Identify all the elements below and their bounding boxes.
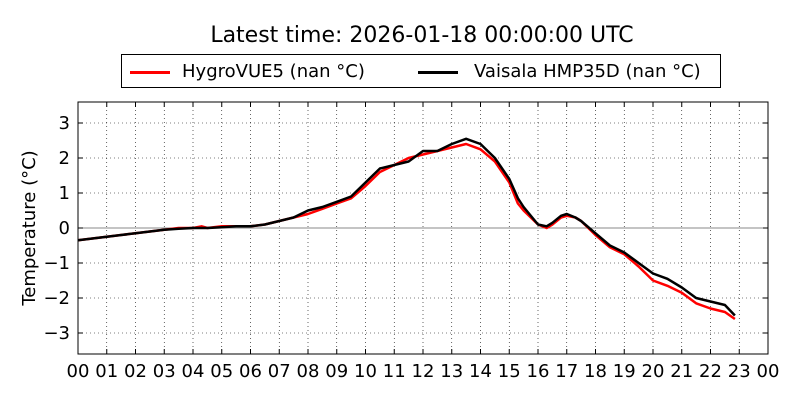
x-tick-label: 08 <box>297 361 320 382</box>
x-tick-label: 20 <box>642 361 665 382</box>
x-tick-label: 21 <box>670 361 693 382</box>
x-tick-label: 11 <box>383 361 406 382</box>
y-tick-label: 1 <box>59 183 70 204</box>
x-tick-label: 06 <box>239 361 262 382</box>
x-tick-label: 23 <box>728 361 751 382</box>
y-tick-label: 2 <box>59 148 70 169</box>
x-tick-label: 12 <box>412 361 435 382</box>
y-axis-label: Temperature (°C) <box>19 150 40 306</box>
x-tick-label: 01 <box>95 361 118 382</box>
series-line-0 <box>77 142 736 321</box>
y-tick-label: −3 <box>43 323 70 344</box>
legend-label-hmp35d: Vaisala HMP35D (nan °C) <box>474 61 701 82</box>
series-line-1 <box>77 137 736 317</box>
legend-label-hygrovue5: HygroVUE5 (nan °C) <box>182 61 365 82</box>
ticks: 00 01 02 03 04 05 06 07 08 09 10 11 12 13 14 15 16 17 18 19… <box>43 102 779 382</box>
x-tick-label: 00 <box>757 361 780 382</box>
legend: HygroVUE5 (nan °C) Vaisala HMP35D (nan °… <box>121 54 721 88</box>
x-tick-label: 19 <box>613 361 636 382</box>
x-tick-label: 17 <box>555 361 578 382</box>
legend-swatch-hygrovue5 <box>130 71 170 74</box>
x-tick-label: 13 <box>440 361 463 382</box>
x-tick-label: 02 <box>124 361 147 382</box>
series-lines <box>77 137 736 321</box>
x-tick-label: 18 <box>584 361 607 382</box>
x-tick-label: 03 <box>153 361 176 382</box>
x-tick-label: 10 <box>354 361 377 382</box>
y-tick-label: 3 <box>59 113 70 134</box>
x-tick-label: 22 <box>699 361 722 382</box>
x-tick-label: 14 <box>469 361 492 382</box>
chart-title: Latest time: 2026-01-18 00:00:00 UTC <box>210 23 633 48</box>
y-tick-label: −1 <box>43 253 70 274</box>
x-tick-label: 07 <box>268 361 291 382</box>
x-tick-label: 00 <box>67 361 90 382</box>
x-tick-label: 16 <box>527 361 550 382</box>
y-tick-label: 0 <box>59 218 70 239</box>
y-tick-label: −2 <box>43 288 70 309</box>
x-tick-label: 15 <box>498 361 521 382</box>
x-tick-label: 05 <box>210 361 233 382</box>
x-tick-label: 09 <box>325 361 348 382</box>
x-tick-label: 04 <box>182 361 205 382</box>
legend-swatch-hmp35d <box>418 71 458 74</box>
